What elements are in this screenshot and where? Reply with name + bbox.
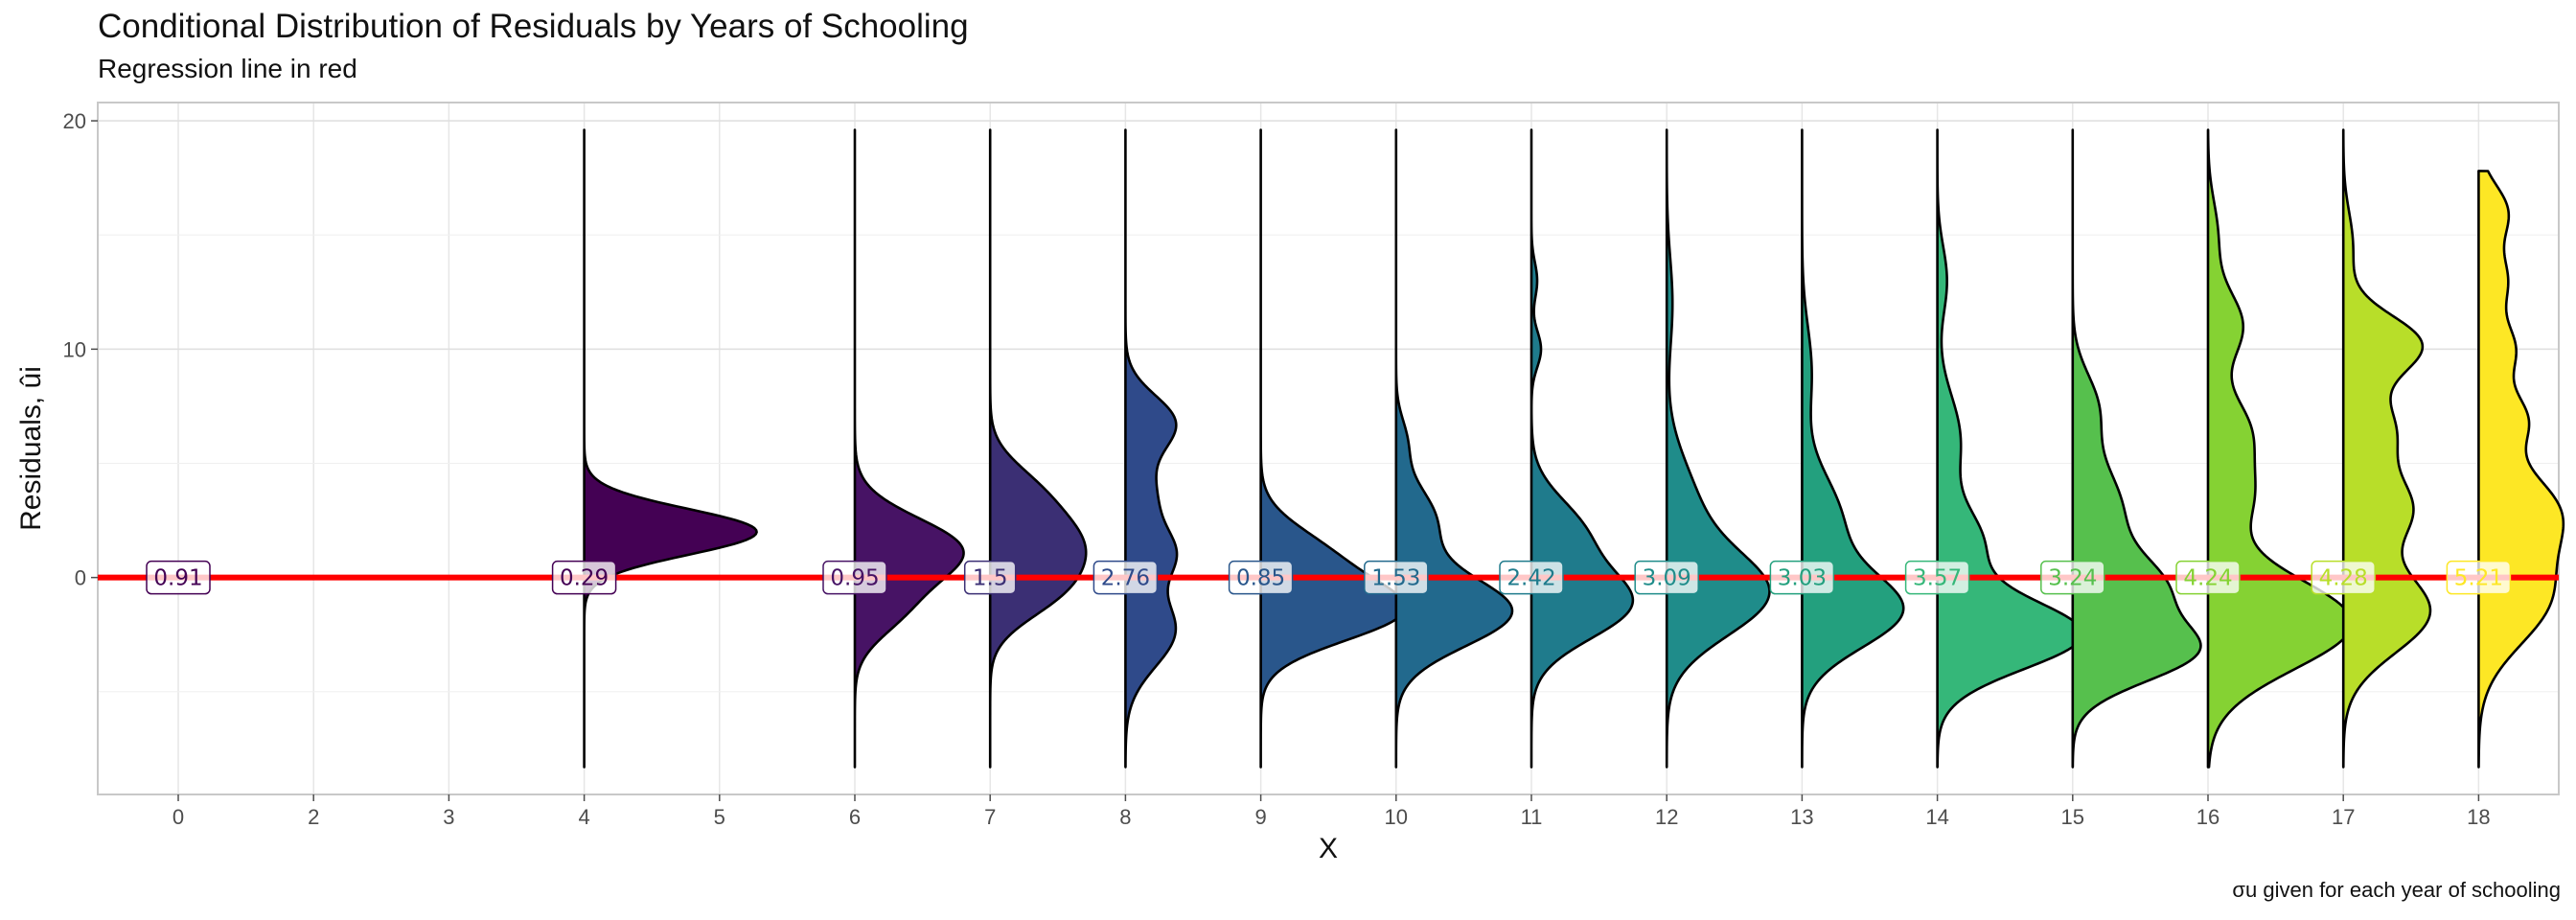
- sd-label-text: 4.24: [2183, 566, 2232, 591]
- caption-symbol: σu: [2232, 878, 2258, 902]
- x-tick-label: 7: [984, 805, 996, 829]
- sd-label-box: [1092, 560, 1159, 595]
- caption-text: given for each year of schooling: [2263, 878, 2561, 902]
- density-4: [583, 128, 758, 769]
- sd-label-text: 1.5: [973, 566, 1008, 591]
- x-tick-label: 16: [2196, 805, 2220, 829]
- density-16: [2206, 128, 2354, 769]
- x-tick-label: 8: [1119, 805, 1131, 829]
- density-18: [2477, 170, 2565, 769]
- sd-label-text: 3.57: [1913, 566, 1962, 591]
- sd-label-text: 0.95: [830, 566, 879, 591]
- density-13: [1801, 128, 1905, 769]
- sd-label-4: 0.29: [551, 560, 617, 595]
- chart-title: Conditional Distribution of Residuals by…: [98, 8, 969, 45]
- sd-label-6: 0.95: [822, 560, 887, 595]
- sd-label-box: [1364, 560, 1429, 595]
- y-tick-label: 20: [63, 109, 86, 133]
- sd-label-text: 1.53: [1371, 566, 1420, 591]
- density-12: [1665, 128, 1771, 769]
- sd-label-7: 1.5: [963, 560, 1017, 595]
- sd-label-text: 3.24: [2048, 566, 2097, 591]
- x-tick-label: 15: [2061, 805, 2084, 829]
- sd-label-box: [963, 560, 1017, 595]
- x-axis-title: X: [1319, 833, 1338, 864]
- sd-label-box: [2175, 560, 2241, 595]
- sd-label-text: 2.42: [1506, 566, 1555, 591]
- sd-label-box: [1228, 560, 1294, 595]
- sd-label-11: 2.42: [1499, 560, 1564, 595]
- x-tick-label: 10: [1385, 805, 1408, 829]
- x-tick-label: 17: [2332, 805, 2355, 829]
- x-axis-ticks: 0 2 3 4 5 6 7 8 9 10 11 12 13 14 15 16 17 18: [172, 794, 2491, 829]
- sd-label-17: 4.28: [2311, 560, 2376, 595]
- x-tick-label: 18: [2467, 805, 2490, 829]
- sd-label-12: 3.09: [1634, 560, 1699, 595]
- sd-label-text: 5.21: [2454, 566, 2503, 591]
- x-tick-label: 13: [1790, 805, 1813, 829]
- y-axis-title: Residuals, ûi: [15, 366, 47, 531]
- density-6: [853, 128, 965, 769]
- x-tick-label: 12: [1655, 805, 1678, 829]
- panel-border: [97, 102, 2560, 795]
- density-8: [1124, 128, 1179, 769]
- sd-label-16: 4.24: [2175, 560, 2241, 595]
- sd-label-18: 5.21: [2446, 560, 2512, 595]
- x-tick-label: 0: [172, 805, 184, 829]
- x-tick-label: 14: [1925, 805, 1948, 829]
- sd-label-box: [2446, 560, 2512, 595]
- y-tick-label: 10: [63, 337, 86, 361]
- sd-label-text: 4.28: [2319, 566, 2368, 591]
- sd-label-box: [146, 560, 211, 595]
- sd-label-text: 0.29: [560, 566, 609, 591]
- sd-label-10: 1.53: [1364, 560, 1429, 595]
- x-tick-label: 9: [1254, 805, 1266, 829]
- sd-label-box: [1769, 560, 1835, 595]
- sd-label-box: [1904, 560, 1970, 595]
- density-17: [2341, 128, 2432, 769]
- x-tick-label: 5: [714, 805, 725, 829]
- y-axis-ticks: 0 10 20: [63, 109, 98, 590]
- density-11: [1530, 128, 1635, 769]
- sd-label-13: 3.03: [1769, 560, 1835, 595]
- sd-label-text: 3.09: [1643, 566, 1691, 591]
- chart-caption: σu given for each year of schooling: [2232, 878, 2561, 903]
- density-14: [1936, 128, 2084, 769]
- density-9: [1259, 128, 1407, 769]
- sd-label-15: 3.24: [2040, 560, 2105, 595]
- sd-label-text: 0.85: [1236, 566, 1285, 591]
- density-7: [988, 128, 1088, 769]
- density-10: [1394, 128, 1514, 769]
- sd-label-box: [2040, 560, 2105, 595]
- density-15: [2071, 128, 2202, 769]
- sd-label-box: [822, 560, 887, 595]
- sd-label-text: 2.76: [1101, 566, 1150, 591]
- sd-label-14: 3.57: [1904, 560, 1970, 595]
- sd-label-text: 3.03: [1778, 566, 1827, 591]
- sd-label-box: [551, 560, 617, 595]
- sd-label-0: 0.91: [146, 560, 211, 595]
- sd-labels: 0.91 0.29 0.95 1.5 2.76 0.85 1.53 2.42 3.09 3.03 3…: [146, 560, 2512, 595]
- x-tick-label: 2: [308, 805, 319, 829]
- x-tick-label: 6: [849, 805, 861, 829]
- x-tick-label: 3: [443, 805, 454, 829]
- sd-label-text: 0.91: [153, 566, 202, 591]
- sd-label-box: [2311, 560, 2376, 595]
- x-tick-label: 4: [578, 805, 589, 829]
- x-tick-label: 11: [1521, 805, 1543, 829]
- sd-label-box: [1499, 560, 1564, 595]
- violins: [583, 128, 2565, 769]
- sd-label-box: [1634, 560, 1699, 595]
- gridlines: [98, 103, 2559, 794]
- y-tick-label: 0: [75, 566, 86, 590]
- chart-subtitle: Regression line in red: [98, 54, 357, 83]
- sd-label-8: 2.76: [1092, 560, 1159, 595]
- sd-label-9: 0.85: [1228, 560, 1294, 595]
